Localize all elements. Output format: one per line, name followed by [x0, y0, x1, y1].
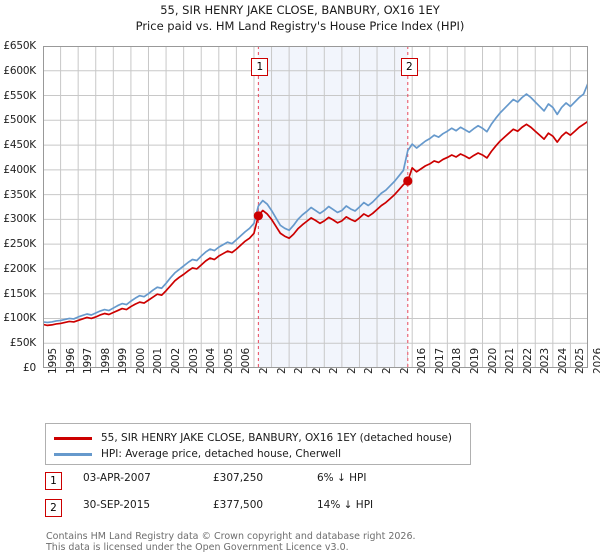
- sale-point-marker[interactable]: [253, 211, 263, 221]
- sale-index-badge-1: 1: [45, 472, 62, 490]
- table-row[interactable]: 1 03-APR-2007 £307,250 6% ↓ HPI: [45, 470, 515, 497]
- sale-hpi-delta-1: 6% ↓ HPI: [317, 472, 367, 484]
- y-tick-label: £200K: [3, 262, 36, 275]
- chart-subtitle: Price paid vs. HM Land Registry's House …: [135, 19, 465, 33]
- chart-title-block: 55, SIR HENRY JAKE CLOSE, BANBURY, OX16 …: [0, 2, 600, 34]
- x-tick-label: 2026: [592, 348, 600, 374]
- footer-line-1: Contains HM Land Registry data © Crown c…: [46, 531, 416, 542]
- y-tick-label: £100K: [3, 312, 36, 325]
- legend-color-swatch-property: [54, 436, 92, 440]
- chart-canvas: [42, 45, 589, 369]
- chart-legend: 55, SIR HENRY JAKE CLOSE, BANBURY, OX16 …: [45, 423, 471, 465]
- sales-table: 1 03-APR-2007 £307,250 6% ↓ HPI 2 30-SEP…: [45, 470, 515, 524]
- y-tick-label: £500K: [3, 114, 36, 127]
- sale-marker-label-1[interactable]: 1: [251, 58, 269, 76]
- legend-color-swatch-hpi: [54, 452, 92, 456]
- y-tick-label: £150K: [3, 287, 36, 300]
- sale-date-1: 03-APR-2007: [83, 472, 151, 484]
- legend-item-hpi[interactable]: HPI: Average price, detached house, Cher…: [54, 445, 341, 463]
- y-tick-label: £550K: [3, 89, 36, 102]
- legend-label-property: 55, SIR HENRY JAKE CLOSE, BANBURY, OX16 …: [101, 432, 453, 444]
- page-title: 55, SIR HENRY JAKE CLOSE, BANBURY, OX16 …: [160, 3, 440, 17]
- series-line: [42, 82, 589, 324]
- y-tick-label: £450K: [3, 139, 36, 152]
- sale-date-2: 30-SEP-2015: [83, 499, 151, 511]
- legend-item-property[interactable]: 55, SIR HENRY JAKE CLOSE, BANBURY, OX16 …: [54, 429, 452, 447]
- y-tick-label: £650K: [3, 40, 36, 52]
- y-tick-label: £250K: [3, 238, 36, 251]
- sale-price-2: £377,500: [213, 499, 264, 511]
- y-tick-label: £600K: [3, 64, 36, 77]
- y-tick-label: £400K: [3, 163, 36, 176]
- axis-frame: [43, 46, 588, 368]
- sale-hpi-delta-2: 14% ↓ HPI: [317, 499, 374, 511]
- series-line: [42, 120, 589, 327]
- y-tick-label: £300K: [3, 213, 36, 226]
- sale-price-1: £307,250: [213, 472, 264, 484]
- y-axis-labels: £0 £50K £100K £150K £200K £250K £300K £350K £400…: [0, 40, 40, 374]
- footer-attribution: Contains HM Land Registry data © Crown c…: [46, 531, 566, 553]
- y-tick-label: £50K: [9, 337, 36, 350]
- highlight-band: [258, 46, 408, 368]
- table-row[interactable]: 2 30-SEP-2015 £377,500 14% ↓ HPI: [45, 497, 515, 524]
- plot-area: [42, 45, 589, 369]
- sale-marker-label-2[interactable]: 2: [400, 58, 418, 76]
- sale-point-marker[interactable]: [403, 176, 413, 186]
- x-axis-labels: 1995 1996 1997 1998 1999 2000 2001 2002 2003 2004…: [43, 348, 600, 412]
- sale-index-badge-2: 2: [45, 499, 62, 517]
- footer-line-2: This data is licensed under the Open Gov…: [46, 542, 349, 553]
- y-tick-label: £350K: [3, 188, 36, 201]
- y-tick-label: £0: [23, 362, 36, 374]
- legend-label-hpi: HPI: Average price, detached house, Cher…: [101, 448, 342, 460]
